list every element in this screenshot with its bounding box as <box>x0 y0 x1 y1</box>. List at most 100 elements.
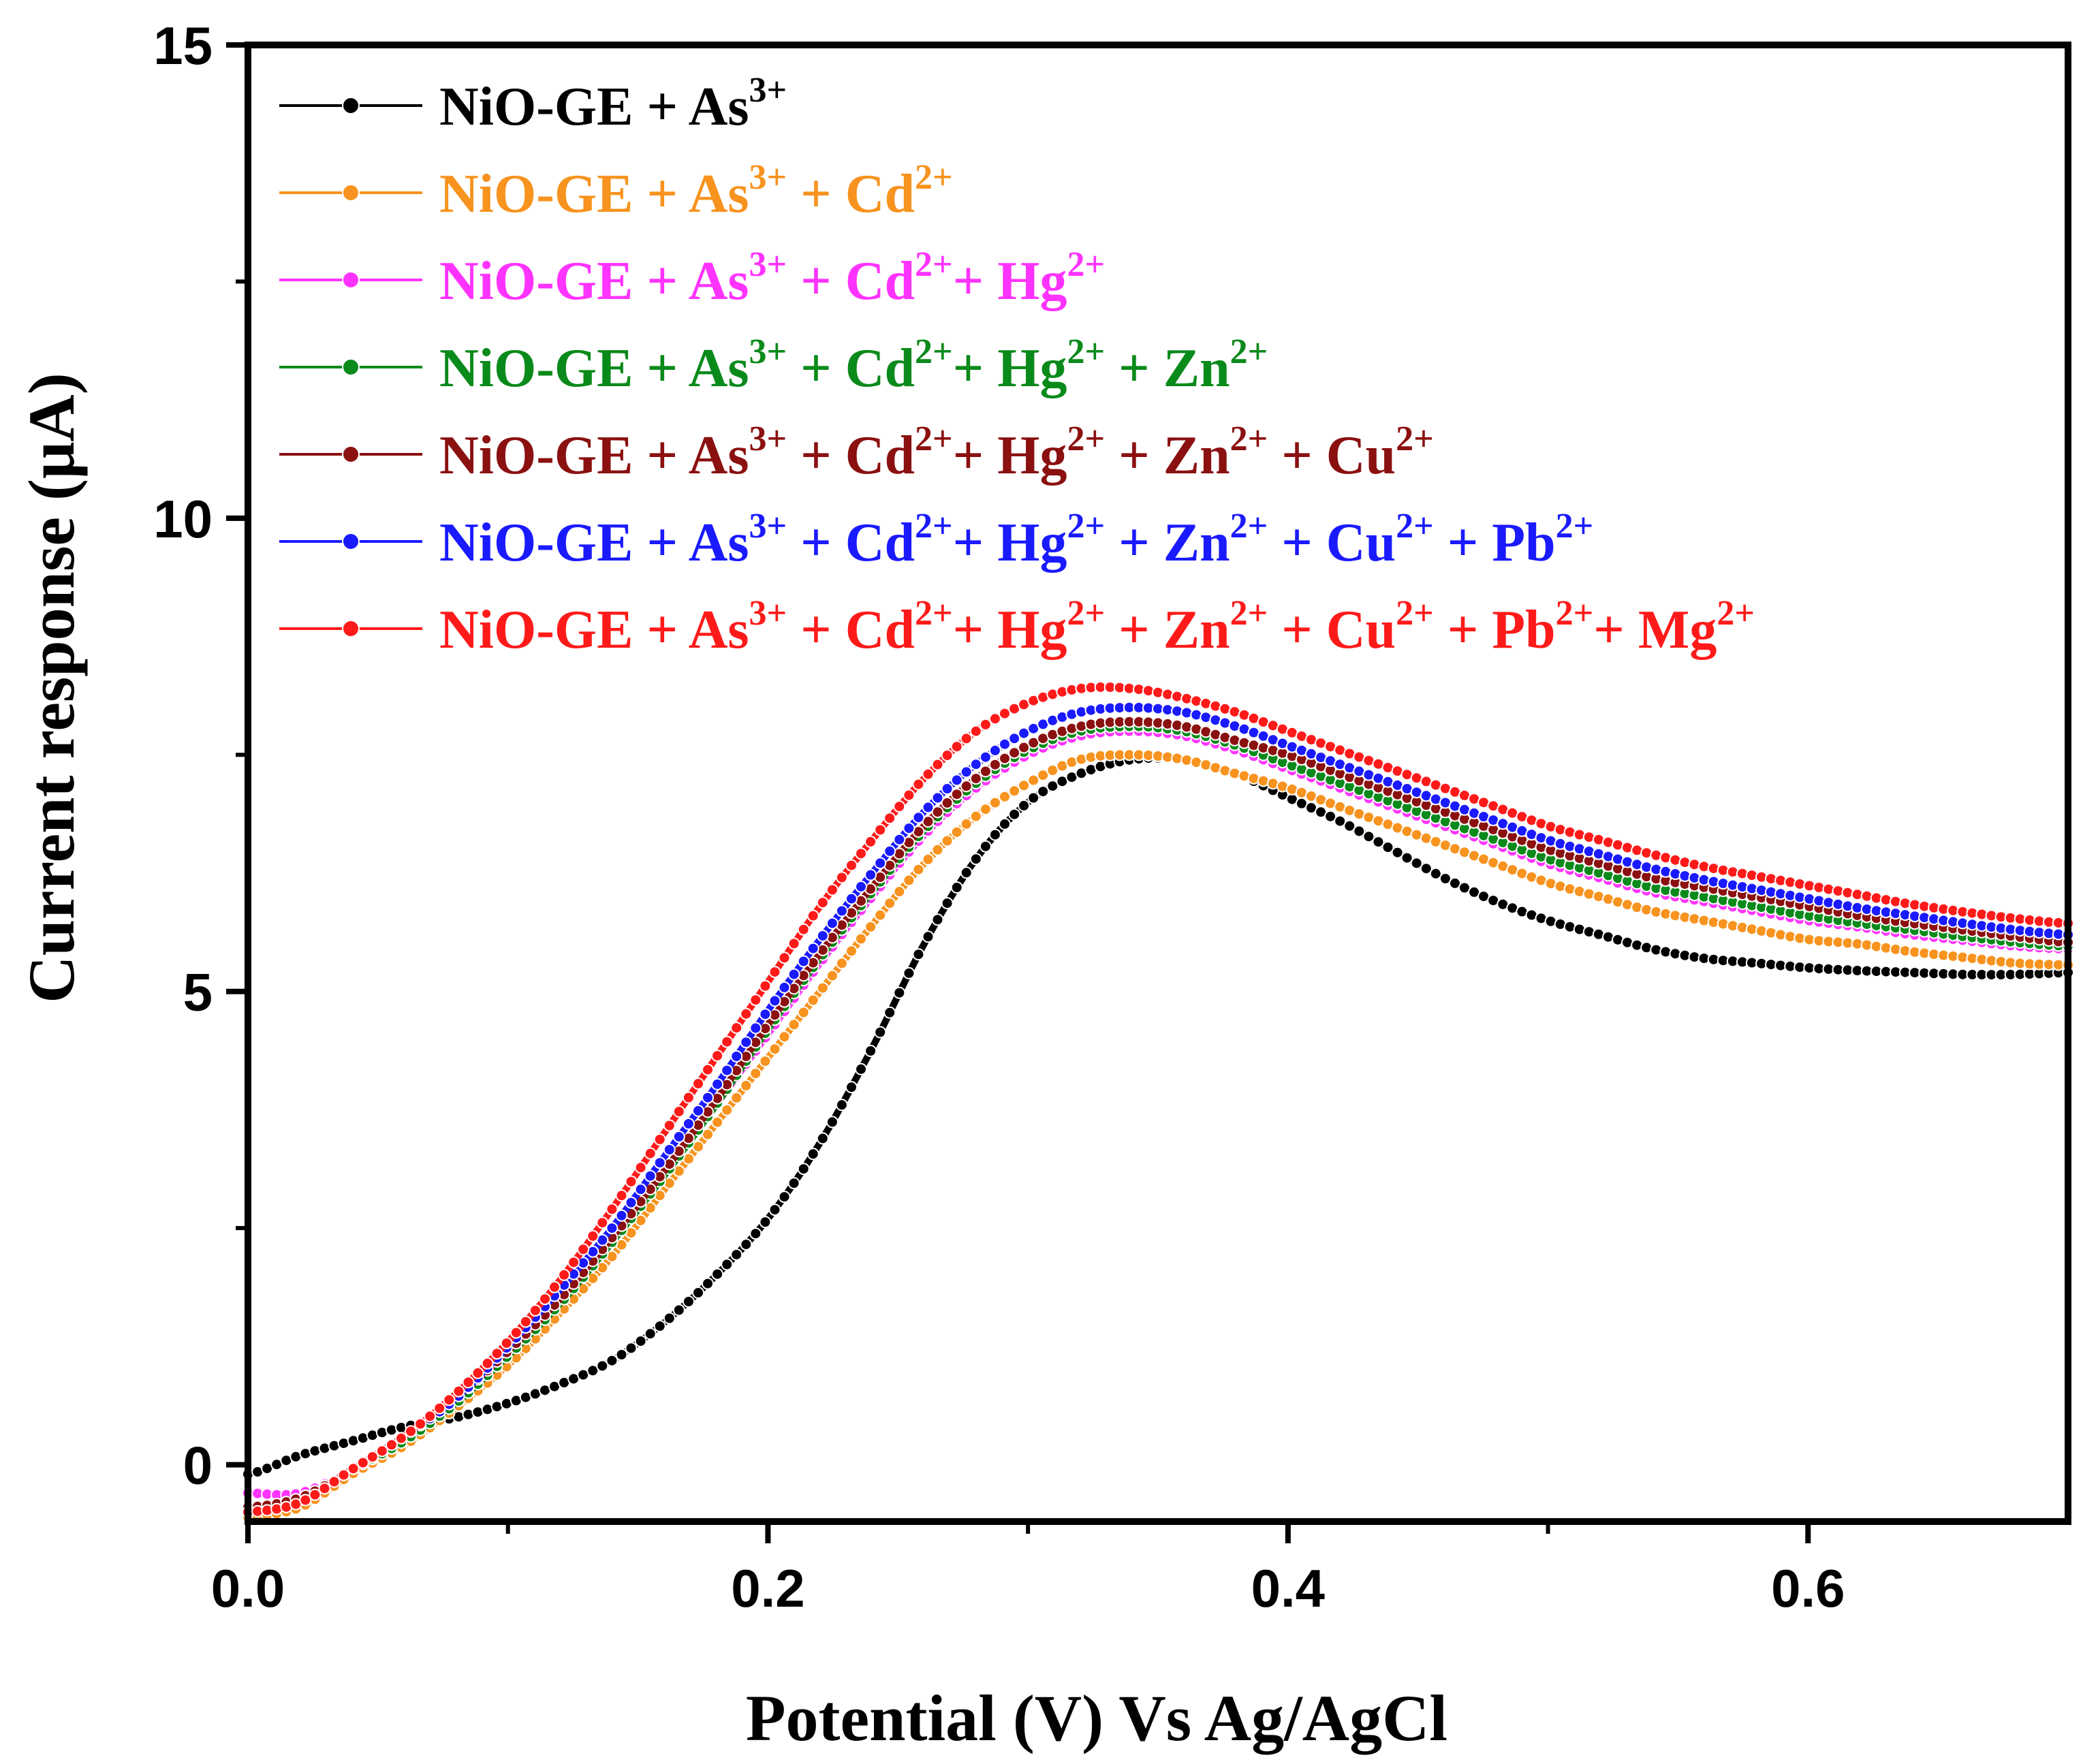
series-7-point <box>912 778 925 791</box>
series-2-point <box>807 994 819 1007</box>
series-2-point <box>931 843 944 856</box>
legend-item-5: NiO-GE + As3+​ + Cd2+​+ Hg2+​ + Zn2+​ + … <box>279 420 1434 486</box>
legend-marker <box>342 445 360 463</box>
series-7-point <box>490 1347 503 1360</box>
series-1-point <box>672 1304 685 1317</box>
series-2-point <box>903 874 915 887</box>
x-tick-label: 0.4 <box>1251 1558 1325 1618</box>
series-7-point <box>807 909 819 922</box>
series-7-point <box>625 1175 638 1188</box>
series-1-point <box>625 1342 638 1355</box>
series-1-point <box>883 1006 896 1019</box>
series-6-point <box>663 1144 676 1156</box>
series-1-point <box>1343 819 1356 832</box>
series-7-point <box>979 718 992 731</box>
legend-label: NiO-GE + As3+​ + Cd2+​+ Hg2+​ + Zn2+​ + … <box>439 594 1755 660</box>
series-6-point <box>634 1183 647 1196</box>
legend-label: NiO-GE + As3+​ + Cd2+​+ Hg2+​ + Zn2+​ + … <box>439 507 1593 573</box>
series-7-point <box>318 1482 331 1495</box>
series-6-point <box>768 994 781 1007</box>
series-1-point <box>778 1191 791 1203</box>
series-5-point <box>1018 741 1031 754</box>
series-1-point <box>1027 791 1040 804</box>
series-7-point <box>462 1376 475 1389</box>
legend-item-6: NiO-GE + As3+​ + Cd2+​+ Hg2+​ + Zn2+​ + … <box>279 507 1593 573</box>
series-6-point <box>816 930 829 942</box>
series-7-point <box>883 812 896 825</box>
series-6-point <box>692 1104 704 1117</box>
series-7-point <box>730 1022 743 1035</box>
series-2-point <box>941 834 954 847</box>
series-7-point <box>366 1451 379 1463</box>
series-6-point <box>625 1196 638 1209</box>
series-7-point <box>539 1293 551 1306</box>
series-7-point <box>749 994 762 1007</box>
series-1-point <box>1429 867 1442 880</box>
series-1-point <box>634 1335 647 1348</box>
series-7-point <box>548 1280 561 1293</box>
series-6-point <box>787 968 800 981</box>
series-7-point <box>596 1216 609 1229</box>
legend-marker <box>342 533 360 550</box>
series-1-point <box>950 881 963 894</box>
series-2-point <box>883 897 896 910</box>
series-1-point <box>864 1045 877 1057</box>
series-1-point <box>1353 825 1366 838</box>
series-2-point <box>711 1116 724 1129</box>
series-5-point <box>950 788 963 801</box>
series-7-point <box>519 1315 532 1328</box>
legend-item-7: NiO-GE + As3+​ + Cd2+​+ Hg2+​ + Zn2+​ + … <box>279 594 1755 660</box>
series-7-point <box>577 1243 590 1256</box>
series-6-point <box>960 766 973 778</box>
series-1-point <box>941 897 954 910</box>
series-1-point <box>702 1277 714 1290</box>
series-1-point <box>606 1354 619 1367</box>
y-axis-title: Current response (μA) <box>15 373 88 1003</box>
series-5-point <box>988 758 1001 771</box>
series-7-point <box>999 707 1011 720</box>
series-7-point <box>405 1425 418 1438</box>
legend-marker <box>342 358 360 376</box>
series-1-point <box>1372 836 1385 849</box>
series-6-point <box>749 1022 762 1035</box>
series-6-point <box>740 1036 753 1049</box>
series-1-point <box>1008 808 1021 821</box>
series-7-point <box>500 1337 513 1350</box>
series-7 <box>242 680 2074 1519</box>
series-1-point <box>816 1132 829 1145</box>
series-7-point <box>787 937 800 950</box>
series-1-point <box>721 1258 734 1271</box>
series-6-point <box>682 1118 695 1130</box>
series-6-point <box>672 1131 685 1143</box>
series-2-point <box>922 853 935 866</box>
series-5-point <box>941 796 954 809</box>
series-1-point <box>644 1327 657 1340</box>
series-1-point <box>1400 851 1413 864</box>
series-1-point <box>893 986 906 999</box>
legend-label: NiO-GE + As3+​ + Cd2+​ <box>439 158 953 224</box>
series-1-point <box>711 1267 724 1280</box>
series-6-point <box>979 751 992 763</box>
series-7-point <box>424 1410 437 1423</box>
series-7-point <box>567 1256 580 1269</box>
series-2-point <box>979 803 992 816</box>
series-2-point <box>988 796 1001 809</box>
series-7-point <box>969 725 982 738</box>
x-axis-title: Potential (V) Vs Ag/AgCl <box>746 1682 1447 1754</box>
plot-frame <box>245 42 2071 1525</box>
series-1-point <box>1018 799 1031 812</box>
series-7-point <box>644 1147 657 1160</box>
legend: NiO-GE + As3+​ NiO-GE + As3+​ + Cd2+​ NiO-… <box>279 71 1755 660</box>
series-6-point <box>835 904 848 917</box>
series-7-point <box>634 1161 647 1174</box>
series-6-point <box>826 917 839 930</box>
series-6-point <box>903 822 915 835</box>
series-7-point <box>395 1432 407 1445</box>
series-7-point <box>826 883 839 896</box>
series-7-point <box>558 1268 571 1281</box>
series-6-point <box>874 857 887 870</box>
series-7-point <box>835 871 848 884</box>
series-5-point <box>1008 746 1021 759</box>
series-1-point <box>845 1081 858 1094</box>
series-1-point <box>912 948 925 961</box>
